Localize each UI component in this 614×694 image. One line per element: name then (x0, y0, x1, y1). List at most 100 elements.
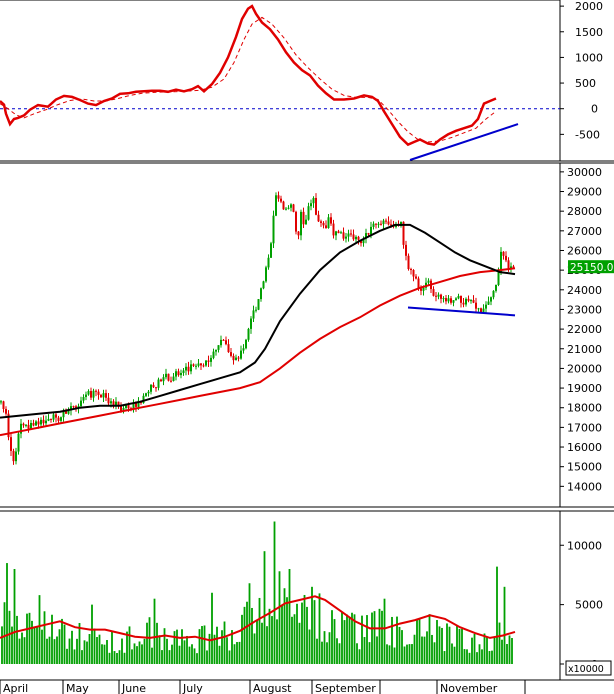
volume-bar (41, 629, 43, 664)
candle-up (477, 308, 480, 310)
volume-bar (323, 631, 326, 664)
volume-bar (381, 610, 383, 664)
y-tick-label: 1500 (575, 26, 603, 39)
candle-up (347, 233, 350, 237)
volume-bar (503, 586, 506, 664)
volume-bar (181, 629, 183, 664)
candle-down (105, 393, 107, 398)
candle-down (65, 410, 67, 414)
candle-up (40, 419, 42, 425)
candle-up (102, 393, 105, 398)
volume-bar (293, 614, 296, 664)
price-support-trendline (407, 306, 516, 317)
candle-down (107, 397, 110, 404)
candle-down (117, 401, 120, 407)
volume-bar (61, 618, 63, 664)
volume-panel: 1000050000 x10000 (0, 510, 614, 680)
candle-down (405, 244, 407, 256)
volume-bar (76, 638, 78, 664)
volume-bar (116, 653, 118, 664)
candle-up (267, 257, 270, 268)
candle-up (165, 373, 167, 378)
volume-bar (161, 650, 163, 664)
candle-up (240, 350, 242, 359)
candle-down (385, 220, 387, 222)
candle-up (310, 203, 312, 207)
volume-bar (128, 626, 131, 664)
candle-up (382, 220, 385, 225)
candle-down (320, 221, 322, 223)
volume-bar (443, 651, 446, 664)
volume-bars (1, 521, 513, 664)
candle-up (372, 223, 375, 227)
volume-bar (141, 644, 143, 664)
volume-bar (28, 612, 31, 664)
volume-bar (436, 620, 438, 664)
volume-bar (3, 602, 6, 664)
candle-down (200, 363, 202, 366)
candle-down (360, 239, 362, 244)
volume-bar (236, 642, 238, 664)
candle-down (317, 214, 320, 222)
volume-bar (213, 634, 216, 664)
candle-down (135, 403, 137, 407)
candle-down (27, 424, 30, 429)
volume-bar (298, 622, 301, 664)
candle-down (460, 296, 462, 303)
candle-up (47, 418, 50, 421)
candle-down (280, 198, 282, 202)
candle-up (52, 414, 55, 420)
volume-bar (501, 639, 503, 664)
volume-bar (31, 620, 33, 664)
x-axis-ticks: April May June July August September November (0, 680, 526, 694)
volume-bar (328, 632, 331, 664)
volume-bar (361, 615, 363, 664)
candle-down (380, 223, 382, 225)
volume-bar (466, 649, 468, 664)
candle-down (295, 211, 297, 232)
volume-bar (356, 643, 358, 664)
volume-bar (48, 636, 51, 664)
volume-bar (266, 626, 268, 664)
candle-down (100, 394, 102, 398)
volume-bar (91, 604, 93, 664)
volume-bar (193, 648, 196, 664)
candle-down (90, 391, 92, 398)
volume-bar (178, 645, 181, 664)
volume-bar (131, 649, 133, 664)
candle-down (227, 344, 230, 353)
volume-bar (388, 645, 391, 664)
candle-down (55, 414, 57, 418)
volume-bar (396, 616, 398, 664)
volume-bar (426, 631, 428, 664)
volume-bar (151, 647, 153, 664)
candle-up (312, 197, 315, 204)
candle-up (245, 339, 247, 349)
candle-up (210, 357, 212, 362)
y-tick-label: 10000 (567, 539, 602, 552)
volume-bar (88, 634, 91, 664)
volume-bar (26, 613, 28, 664)
volume-bar (143, 638, 146, 664)
volume-bar (233, 644, 236, 664)
volume-bar (83, 640, 86, 664)
candle-down (72, 406, 75, 408)
x-tick-label: July (182, 682, 203, 694)
volume-bar (1, 626, 3, 664)
volume-bar (386, 644, 388, 664)
candle-down (445, 298, 447, 302)
volume-bar (468, 652, 471, 664)
y-tick-label: 29000 (567, 186, 602, 199)
candle-down (7, 413, 10, 438)
candle-up (20, 423, 22, 434)
candle-up (162, 377, 165, 382)
candle-down (112, 401, 115, 407)
candle-up (142, 395, 145, 404)
candle-down (32, 422, 35, 426)
candle-up (255, 309, 257, 311)
candle-down (5, 408, 7, 414)
candle-down (505, 255, 507, 261)
volume-bar (383, 598, 386, 664)
volume-bar (108, 652, 111, 664)
